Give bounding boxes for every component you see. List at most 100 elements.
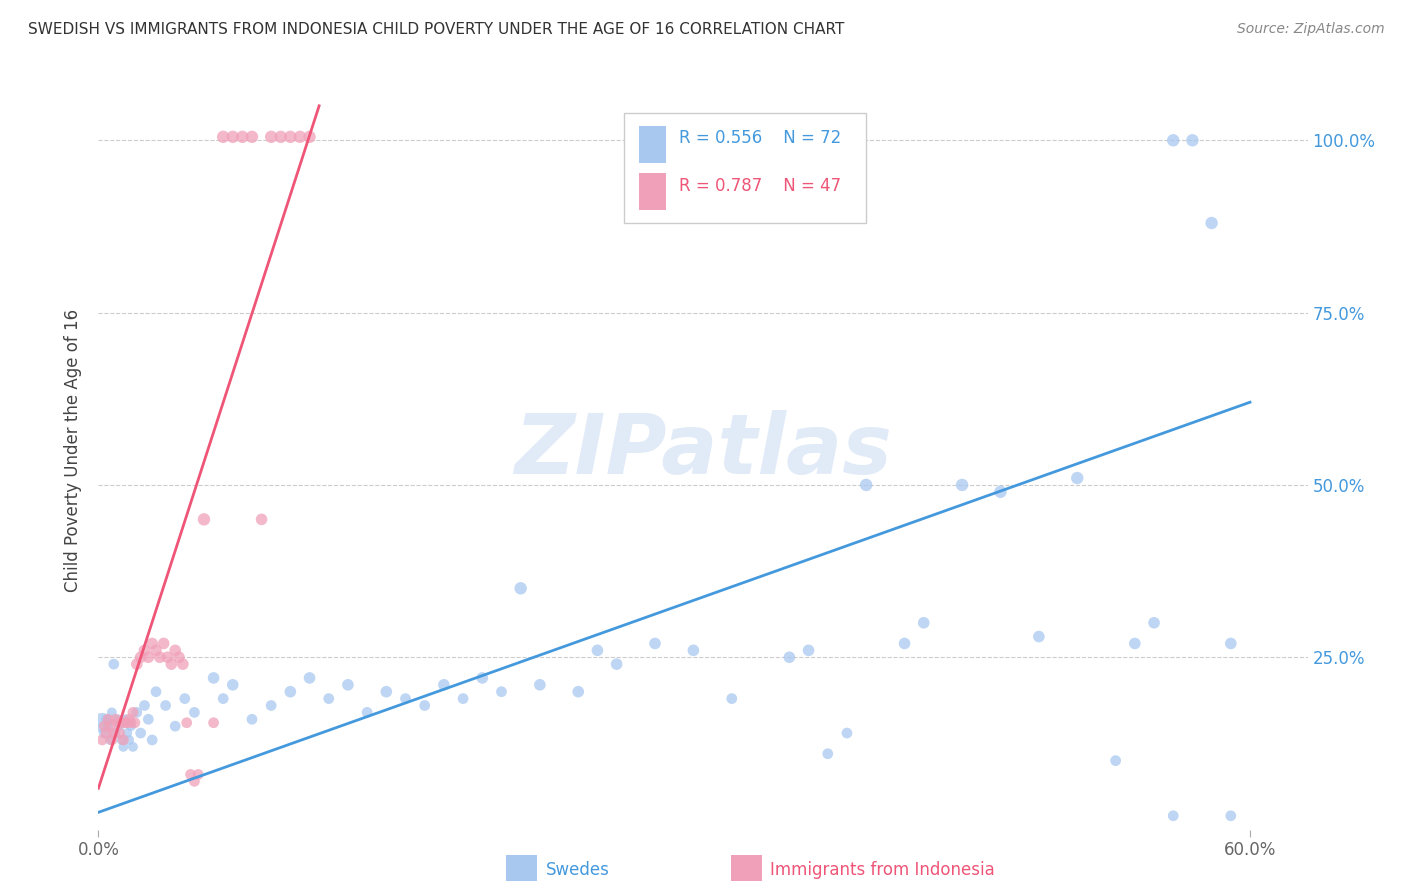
Point bbox=[129, 650, 152, 665]
Point bbox=[336, 678, 359, 692]
Point bbox=[187, 767, 209, 781]
Point bbox=[149, 650, 172, 665]
Point bbox=[101, 733, 124, 747]
Point bbox=[167, 650, 190, 665]
Point bbox=[413, 698, 436, 713]
Text: R = 0.556    N = 72: R = 0.556 N = 72 bbox=[679, 129, 841, 147]
Point bbox=[114, 715, 136, 730]
Point bbox=[1201, 216, 1223, 230]
Text: Immigrants from Indonesia: Immigrants from Indonesia bbox=[770, 861, 995, 879]
Point bbox=[152, 636, 174, 650]
Point bbox=[1104, 754, 1126, 768]
Point bbox=[240, 129, 263, 144]
Point bbox=[141, 636, 163, 650]
Point bbox=[797, 643, 820, 657]
Point bbox=[115, 715, 138, 730]
Point bbox=[122, 706, 145, 720]
Point bbox=[93, 719, 115, 733]
Text: ZIPatlas: ZIPatlas bbox=[515, 410, 891, 491]
Point bbox=[451, 691, 474, 706]
Point bbox=[288, 129, 311, 144]
Point bbox=[298, 671, 321, 685]
Point bbox=[240, 712, 263, 726]
Point bbox=[112, 733, 135, 747]
Point bbox=[165, 719, 187, 733]
Point bbox=[136, 712, 159, 726]
FancyBboxPatch shape bbox=[638, 126, 665, 162]
Point bbox=[173, 691, 195, 706]
Point bbox=[682, 643, 704, 657]
Point bbox=[98, 719, 121, 733]
Point bbox=[183, 774, 205, 789]
Point bbox=[120, 719, 142, 733]
Point bbox=[156, 650, 179, 665]
Point bbox=[91, 733, 114, 747]
Point bbox=[134, 698, 156, 713]
Point bbox=[124, 715, 146, 730]
Text: Swedes: Swedes bbox=[546, 861, 609, 879]
Point bbox=[912, 615, 935, 630]
Point bbox=[108, 726, 131, 740]
Point bbox=[644, 636, 666, 650]
Point bbox=[110, 715, 132, 730]
Point bbox=[103, 726, 125, 740]
Point bbox=[1028, 630, 1050, 644]
Point bbox=[222, 678, 245, 692]
Text: R = 0.787    N = 47: R = 0.787 N = 47 bbox=[679, 177, 841, 194]
Point bbox=[280, 684, 302, 698]
Point bbox=[1219, 636, 1241, 650]
Point bbox=[1181, 133, 1204, 147]
Point bbox=[356, 706, 378, 720]
Point bbox=[104, 726, 127, 740]
Point bbox=[1219, 809, 1241, 823]
Text: Source: ZipAtlas.com: Source: ZipAtlas.com bbox=[1237, 22, 1385, 37]
Point bbox=[212, 129, 235, 144]
Point bbox=[176, 715, 198, 730]
Point bbox=[129, 726, 152, 740]
Point bbox=[155, 698, 177, 713]
Point bbox=[394, 691, 416, 706]
Point bbox=[1123, 636, 1146, 650]
Point bbox=[509, 582, 531, 596]
Y-axis label: Child Poverty Under the Age of 16: Child Poverty Under the Age of 16 bbox=[65, 309, 83, 592]
Point bbox=[990, 484, 1012, 499]
Point bbox=[1066, 471, 1088, 485]
Point bbox=[202, 715, 225, 730]
Point bbox=[893, 636, 915, 650]
Point bbox=[375, 684, 398, 698]
Point bbox=[1161, 133, 1184, 147]
Point bbox=[778, 650, 800, 665]
Point bbox=[104, 712, 127, 726]
Point bbox=[606, 657, 628, 672]
Point bbox=[97, 719, 120, 733]
Point bbox=[108, 719, 131, 733]
Point bbox=[231, 129, 253, 144]
Point bbox=[112, 739, 135, 754]
Point bbox=[98, 733, 121, 747]
Point bbox=[1161, 809, 1184, 823]
Point bbox=[491, 684, 513, 698]
Point bbox=[97, 712, 120, 726]
Point bbox=[107, 715, 129, 730]
Point bbox=[120, 715, 142, 730]
Point bbox=[145, 643, 167, 657]
Point bbox=[183, 706, 205, 720]
Point bbox=[1143, 615, 1166, 630]
Point bbox=[91, 715, 114, 730]
Point bbox=[586, 643, 609, 657]
Point bbox=[835, 726, 858, 740]
Point bbox=[567, 684, 589, 698]
Point bbox=[103, 657, 125, 672]
Point bbox=[125, 657, 148, 672]
Point bbox=[817, 747, 839, 761]
Point bbox=[136, 650, 159, 665]
Point bbox=[165, 643, 187, 657]
Point bbox=[202, 671, 225, 685]
Point bbox=[212, 691, 235, 706]
Point bbox=[180, 767, 202, 781]
Point bbox=[260, 129, 283, 144]
Point bbox=[115, 726, 138, 740]
Point bbox=[134, 643, 156, 657]
Point bbox=[298, 129, 321, 144]
Point bbox=[172, 657, 194, 672]
